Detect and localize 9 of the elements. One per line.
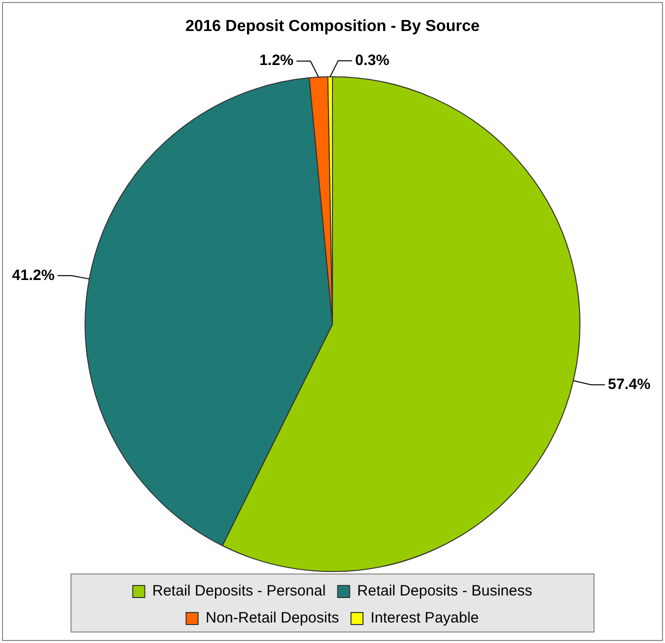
legend-label: Retail Deposits - Personal: [152, 582, 326, 600]
data-label: 57.4%: [608, 376, 650, 393]
chart-title: 2016 Deposit Composition - By Source: [185, 18, 480, 36]
data-label: 41.2%: [12, 266, 55, 284]
legend-label: Retail Deposits - Business: [357, 582, 532, 600]
data-label: 0.3%: [355, 52, 390, 69]
legend-label: Interest Payable: [370, 610, 479, 627]
data-label: 1.2%: [259, 52, 294, 70]
legend-label: Non-Retail Deposits: [206, 610, 339, 627]
